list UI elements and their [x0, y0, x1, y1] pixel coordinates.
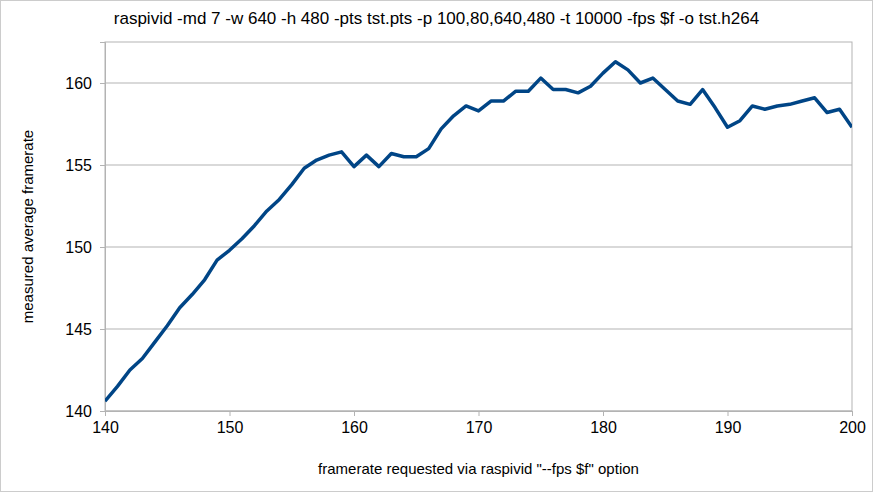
- grid: [105, 83, 852, 411]
- x-tick-mark: [230, 411, 231, 416]
- y-axis-line: [100, 43, 106, 412]
- x-tick-mark: [603, 411, 604, 416]
- x-tick-label: 180: [590, 419, 617, 436]
- x-tick-mark: [728, 411, 729, 416]
- plot-area: [105, 62, 852, 401]
- x-tick-label: 170: [466, 419, 493, 436]
- x-tick: 140: [92, 411, 119, 436]
- grid-line: [105, 247, 852, 248]
- y-tick-label: 160: [65, 75, 92, 92]
- grid-line: [105, 83, 852, 84]
- x-tick: 200: [839, 411, 866, 436]
- x-tick-mark: [479, 411, 480, 416]
- y-tick-label: 155: [65, 157, 92, 174]
- y-tick-mark: [100, 329, 105, 330]
- x-tick-mark: [852, 411, 853, 416]
- x-tick-mark: [354, 411, 355, 416]
- y-tick-mark: [100, 165, 105, 166]
- x-tick: 190: [715, 411, 742, 436]
- x-tick: 150: [217, 411, 244, 436]
- data-line: [105, 62, 852, 401]
- y-tick: 155: [65, 157, 105, 174]
- y-tick-mark: [100, 411, 105, 412]
- title: raspivid -md 7 -w 640 -h 480 -pts tst.pt…: [114, 9, 759, 28]
- y-tick: 145: [65, 321, 105, 338]
- x-tick-label: 160: [341, 419, 368, 436]
- x-axis: 140 150 160 170 180 190 200: [92, 411, 866, 436]
- x-axis-line: [106, 412, 853, 417]
- x-tick-label: 150: [217, 419, 244, 436]
- plot-frame: [105, 42, 852, 411]
- y-axis: 140 145 150 155 160: [65, 43, 105, 420]
- y-tick: 150: [65, 239, 105, 256]
- x-tick: 160: [341, 411, 368, 436]
- y-tick-mark: [100, 247, 105, 248]
- y-axis-title: measured average framerate: [19, 130, 36, 323]
- x-tick-label: 140: [92, 419, 119, 436]
- x-tick-label: 200: [839, 419, 866, 436]
- grid-line: [105, 165, 852, 166]
- background: [1, 1, 873, 492]
- y-tick-label: 140: [65, 403, 92, 420]
- x-tick: 180: [590, 411, 617, 436]
- x-tick-label: 190: [715, 419, 742, 436]
- x-tick: 170: [466, 411, 493, 436]
- y-tick-mark: [100, 83, 105, 84]
- y-tick: 160: [65, 75, 105, 92]
- grid-line: [105, 329, 852, 330]
- y-tick-label: 150: [65, 239, 92, 256]
- y-tick-label: 145: [65, 321, 92, 338]
- chart: 140 150 160 170 180 190 200 140 145 150 155 160 rasp…: [0, 0, 873, 492]
- y-tick: 140: [65, 403, 105, 420]
- x-axis-title: framerate requested via raspivid "--fps …: [318, 460, 639, 477]
